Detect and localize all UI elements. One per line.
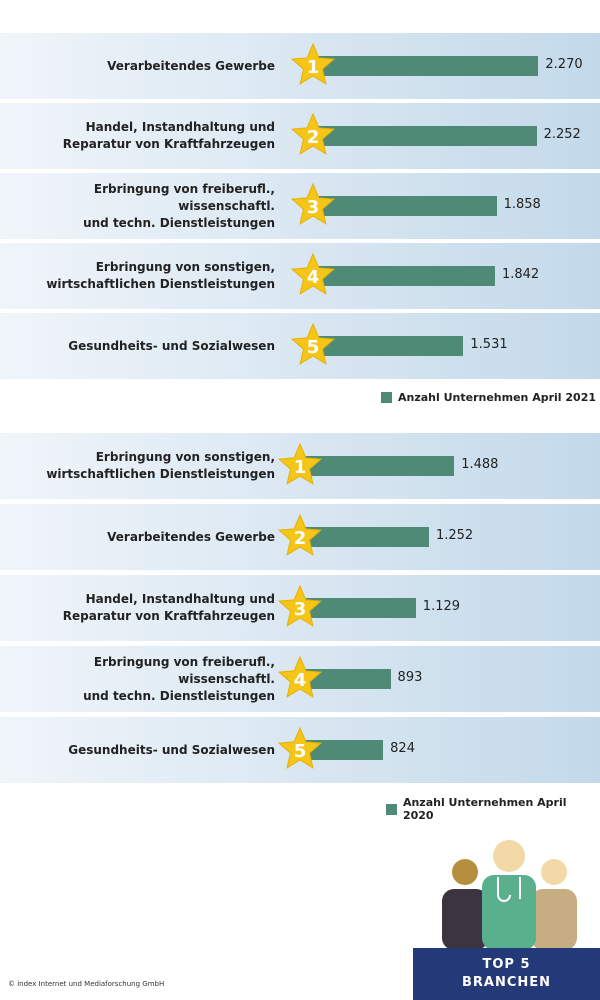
category-label: Gesundheits- und Sozialwesen	[68, 338, 275, 353]
category-label: Verarbeitendes Gewerbe	[107, 58, 275, 73]
legend-label: Anzahl Unternehmen April 2021	[398, 391, 597, 404]
star	[290, 112, 336, 155]
row: Erbringung von sonstigen, wirtschaftlich…	[0, 433, 600, 499]
badge: TOP 5 BRANCHEN	[413, 948, 600, 1000]
row: Erbringung von sonstigen, wirtschaftlich…	[0, 243, 600, 309]
star	[277, 584, 323, 627]
rank-star: 3	[277, 584, 323, 627]
star	[290, 322, 336, 365]
rank-star: 4	[290, 252, 336, 295]
value-label: 824	[390, 741, 415, 756]
category-label: Erbringung von freiberufl., wissenschaft…	[83, 181, 275, 230]
value-label: 1.858	[503, 197, 541, 212]
star	[290, 42, 336, 85]
legend: Anzahl Unternehmen April 2020	[386, 796, 600, 822]
category-label: Handel, Instandhaltung und Reparatur von…	[62, 120, 275, 151]
bar	[308, 196, 497, 216]
bar	[295, 527, 429, 547]
bar	[308, 56, 539, 76]
star	[277, 726, 323, 769]
value-label: 1.531	[470, 337, 508, 352]
value-label: 1.252	[435, 528, 474, 543]
star	[290, 252, 336, 295]
value-label: 1.488	[461, 457, 499, 472]
category-label: Verarbeitendes Gewerbe	[107, 529, 275, 544]
bar	[308, 266, 495, 286]
rank-star: 2	[277, 513, 323, 556]
rank-label: 3	[294, 599, 307, 620]
legend-label: Anzahl Unternehmen April 2020	[402, 796, 567, 822]
rank-star: 1	[277, 442, 323, 485]
rank-label: 1	[307, 57, 320, 78]
badge-line: TOP 5	[482, 957, 531, 972]
value-label: 1.129	[422, 599, 461, 614]
rank-label: 5	[294, 741, 307, 762]
rank-label: 2	[307, 127, 320, 148]
rank-label: 1	[294, 457, 307, 478]
value-label: 893	[397, 670, 423, 685]
row: Gesundheits- und Sozialwesen 824 5	[0, 717, 600, 783]
value-label: 2.252	[543, 127, 581, 142]
row: Handel, Instandhaltung und Reparatur von…	[0, 575, 600, 641]
legend-swatch	[381, 392, 392, 403]
rank-star: 2	[290, 112, 336, 155]
category-label: Erbringung von sonstigen, wirtschaftlich…	[46, 450, 275, 481]
rank-star: 4	[277, 655, 323, 698]
star	[277, 655, 323, 698]
legend: Anzahl Unternehmen April 2021	[381, 391, 596, 404]
people-illustration	[442, 840, 577, 950]
legend-swatch	[386, 803, 397, 815]
row: Verarbeitendes Gewerbe 2.270 1	[0, 33, 600, 99]
rank-label: 4	[307, 267, 320, 288]
category-label: Erbringung von sonstigen, wirtschaftlich…	[46, 260, 275, 291]
bar	[295, 598, 416, 618]
row: Erbringung von freiberufl., wissenschaft…	[0, 173, 600, 239]
rank-label: 5	[307, 337, 320, 358]
bar	[295, 456, 455, 476]
row: Handel, Instandhaltung und Reparatur von…	[0, 103, 600, 169]
star	[277, 442, 323, 485]
rank-star: 5	[277, 726, 323, 769]
category-label: Gesundheits- und Sozialwesen	[68, 742, 275, 757]
row: Verarbeitendes Gewerbe 1.252 2	[0, 504, 600, 570]
rank-label: 2	[294, 528, 307, 549]
row: Erbringung von freiberufl., wissenschaft…	[0, 646, 600, 712]
rank-label: 4	[294, 670, 307, 691]
value-label: 2.270	[545, 57, 583, 72]
value-label: 1.842	[501, 267, 540, 282]
rank-star: 5	[290, 322, 336, 365]
rank-star: 1	[290, 42, 336, 85]
star	[290, 182, 336, 225]
copyright: © index Internet und Mediaforschung GmbH	[8, 980, 165, 988]
rank-label: 3	[307, 197, 320, 218]
star	[277, 513, 323, 556]
bar	[308, 336, 464, 356]
rank-star: 3	[290, 182, 336, 225]
badge-line: BRANCHEN	[461, 975, 552, 990]
category-label: Erbringung von freiberufl., wissenschaft…	[83, 654, 275, 703]
row: Gesundheits- und Sozialwesen 1.531 5	[0, 313, 600, 379]
category-label: Handel, Instandhaltung und Reparatur von…	[62, 592, 275, 623]
bar	[308, 126, 537, 146]
